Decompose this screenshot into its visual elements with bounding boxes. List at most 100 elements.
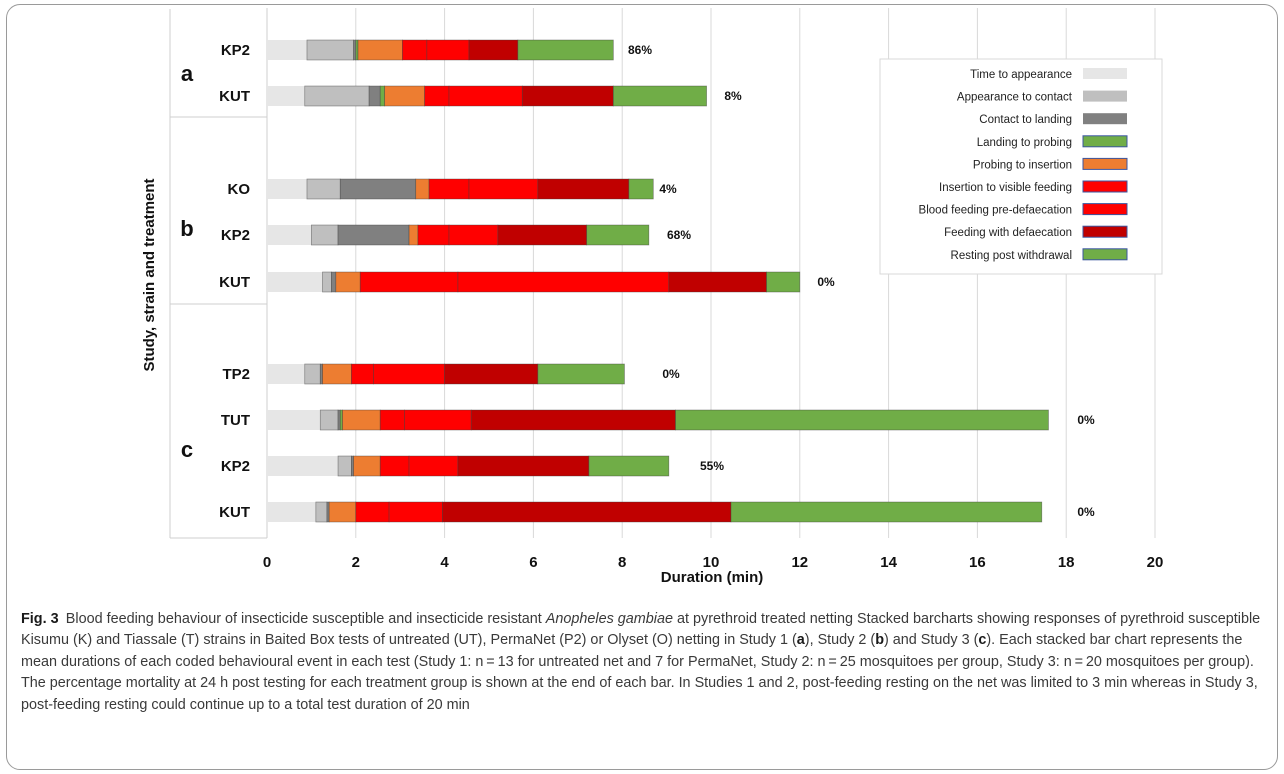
mortality-label: 86% xyxy=(628,43,652,57)
bar-segment xyxy=(730,501,1043,523)
mortality-label: 0% xyxy=(1077,413,1095,427)
bar-segment xyxy=(408,455,459,477)
bar-segment xyxy=(517,39,614,61)
bar-segment xyxy=(388,501,443,523)
group-label: b xyxy=(180,216,193,241)
category-labels: a KP2 86% KUT 8% b KO 4% KP2 68% KUT 0% c TP2 0% TUT 0% K… xyxy=(180,42,1095,521)
bar-segment xyxy=(353,455,381,477)
bar-segment xyxy=(267,225,312,245)
y-axis-label: Study, strain and treatment xyxy=(141,178,158,371)
bar-segment xyxy=(442,501,732,523)
bar-segment xyxy=(668,271,767,293)
x-tick-label: 8 xyxy=(618,554,626,571)
mortality-label: 0% xyxy=(1077,505,1095,519)
figure-frame xyxy=(6,4,1278,770)
bar-segment xyxy=(468,178,539,200)
legend-label: Insertion to visible feeding xyxy=(939,182,1072,194)
group-label: a xyxy=(181,61,194,86)
bar-segment xyxy=(267,502,316,522)
legend-label: Time to appearance xyxy=(970,69,1072,81)
figure-caption: Fig. 3 Blood feeding behaviour of insect… xyxy=(21,609,1266,716)
bar-segment xyxy=(355,501,390,523)
category-label: TP2 xyxy=(222,366,250,383)
bar-segment xyxy=(306,39,354,61)
bar-segment xyxy=(379,455,410,477)
bar-segment xyxy=(428,178,470,200)
legend-swatch xyxy=(1083,113,1127,125)
x-tick-label: 18 xyxy=(1058,554,1075,571)
bar-segment xyxy=(315,501,328,523)
bar-segment xyxy=(417,224,450,246)
bar-segment xyxy=(359,271,459,293)
bar-segment xyxy=(267,410,321,430)
category-label: KO xyxy=(228,181,251,198)
bar-segment xyxy=(322,363,352,385)
mortality-label: 8% xyxy=(724,89,742,103)
legend-label: Feeding with defaecation xyxy=(944,227,1072,239)
bar-segment xyxy=(267,40,307,60)
x-tick-labels: 0 2 4 6 8 10 12 14 16 18 20 xyxy=(263,554,1164,571)
bar-segment xyxy=(457,271,670,293)
x-tick-label: 10 xyxy=(703,554,720,571)
x-tick-label: 0 xyxy=(263,554,271,571)
category-label: KUT xyxy=(219,274,250,291)
legend-label: Landing to probing xyxy=(977,137,1072,149)
caption-text: c xyxy=(978,632,987,649)
category-label: KUT xyxy=(219,88,250,105)
bar-segment xyxy=(267,272,323,292)
caption-text: b xyxy=(875,632,884,649)
bar-segment xyxy=(368,85,381,107)
bar-segment xyxy=(384,85,425,107)
bar-segment xyxy=(379,85,386,107)
stacked-bar-chart: a KP2 86% KUT 8% b KO 4% KP2 68% KUT 0% c TP2 0% TUT 0% K… xyxy=(141,8,1164,586)
x-tick-label: 16 xyxy=(969,554,986,571)
bar-segment xyxy=(415,178,430,200)
category-label: KP2 xyxy=(221,227,250,244)
mortality-label: 68% xyxy=(667,228,691,242)
caption-label: Fig. 3 xyxy=(21,611,59,627)
legend-swatch xyxy=(1082,180,1128,193)
category-label: KP2 xyxy=(221,458,250,475)
x-tick-label: 20 xyxy=(1147,554,1164,571)
x-tick-label: 2 xyxy=(352,554,360,571)
legend-label: Probing to insertion xyxy=(973,159,1072,171)
legend-label: Contact to landing xyxy=(979,114,1072,126)
legend-label: Resting post withdrawal xyxy=(951,250,1072,262)
mortality-label: 0% xyxy=(662,367,680,381)
bar-segment xyxy=(379,409,405,431)
legend-swatch xyxy=(1082,203,1128,216)
bar-segment xyxy=(357,39,403,61)
legend-swatch xyxy=(1082,248,1128,261)
caption-text: Blood feeding behaviour of insecticide s… xyxy=(65,611,546,627)
bar-segment xyxy=(267,179,307,199)
bar-segment xyxy=(337,224,410,246)
bar-segment xyxy=(319,409,339,431)
caption-text: at pyrethroid treated netting Stacked ba… xyxy=(21,611,1261,649)
legend-swatch xyxy=(1082,135,1128,148)
bar-segment xyxy=(468,39,519,61)
bar-segment xyxy=(470,409,676,431)
bar-segment xyxy=(457,455,590,477)
bar-segment xyxy=(588,455,670,477)
bar-segment xyxy=(586,224,650,246)
bar-segment xyxy=(304,363,321,385)
bar-segment xyxy=(337,455,352,477)
bar-segment xyxy=(311,224,339,246)
caption-text: a xyxy=(796,632,805,649)
mortality-label: 55% xyxy=(700,459,724,473)
bar-segment xyxy=(448,85,523,107)
x-tick-label: 12 xyxy=(791,554,808,571)
bar-segment xyxy=(331,271,337,293)
caption-text: ), Study 2 ( xyxy=(804,632,876,649)
mortality-label: 4% xyxy=(659,182,677,196)
caption-text: Anopheles gambiae xyxy=(545,611,673,627)
legend-swatch xyxy=(1082,157,1128,170)
group-label: c xyxy=(181,437,193,462)
legend-label: Blood feeding pre-defaecation xyxy=(919,205,1072,217)
bar-segment xyxy=(328,501,357,523)
bar-segment xyxy=(304,85,370,107)
bar-segment xyxy=(537,178,630,200)
bar-segment xyxy=(612,85,707,107)
bar-segment xyxy=(497,224,588,246)
bar-segment xyxy=(339,178,417,200)
